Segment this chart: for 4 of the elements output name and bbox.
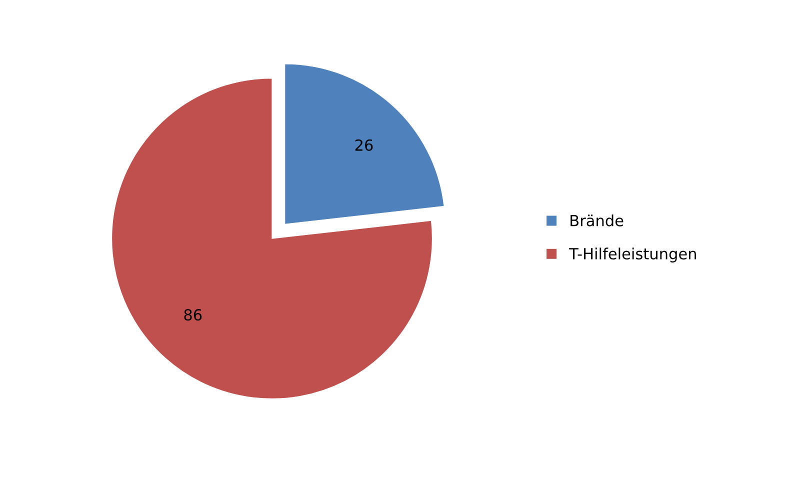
data-label: 86 (184, 309, 202, 321)
data-label: 26 (355, 139, 373, 151)
legend-label: Brände (570, 214, 624, 226)
legend-label: T-Hilfeleistungen (569, 248, 696, 262)
